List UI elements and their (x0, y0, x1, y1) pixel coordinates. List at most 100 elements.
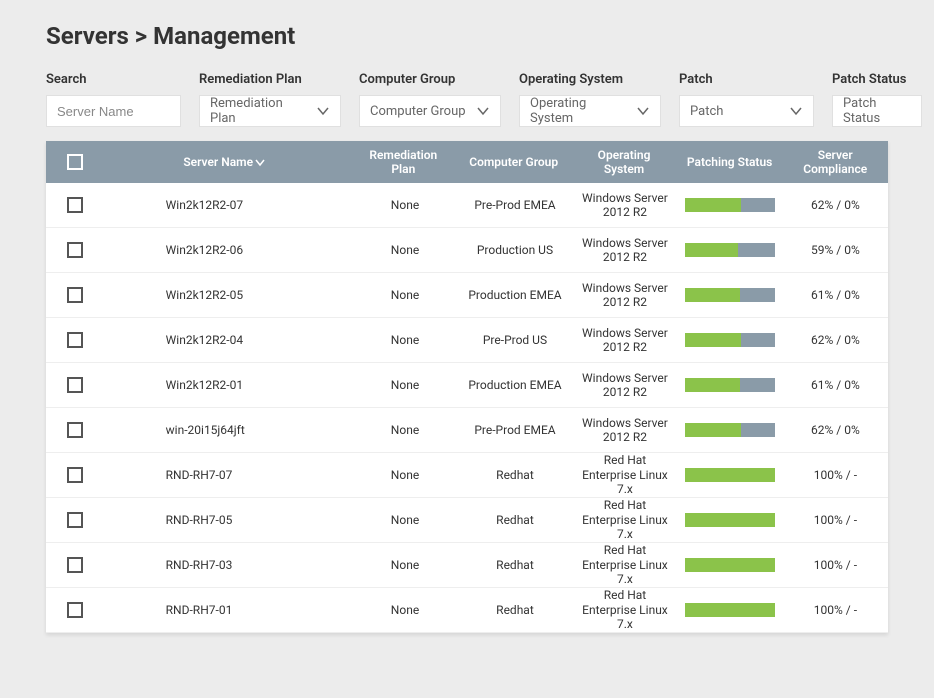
row-checkbox-cell (46, 238, 104, 262)
cell-group: Production EMEA (458, 374, 573, 396)
progress-fill (685, 333, 741, 347)
table-row[interactable]: Win2k12R2-06NoneProduction USWindows Ser… (46, 228, 888, 273)
group-select[interactable]: Computer Group (359, 95, 501, 127)
row-checkbox-cell (46, 193, 104, 217)
table-row[interactable]: Win2k12R2-05NoneProduction EMEAWindows S… (46, 273, 888, 318)
table-row[interactable]: Win2k12R2-01NoneProduction EMEAWindows S… (46, 363, 888, 408)
chevron-down-icon (789, 104, 803, 118)
cell-compliance: 100% / - (783, 509, 888, 531)
search-input[interactable] (57, 104, 170, 119)
cell-group: Redhat (458, 554, 573, 576)
cell-server-name: Win2k12R2-07 (104, 194, 353, 216)
header-remediation[interactable]: Remediation Plan (351, 144, 457, 181)
header-patch[interactable]: Patching Status (677, 151, 783, 173)
os-select[interactable]: Operating System (519, 95, 661, 127)
row-checkbox-cell (46, 553, 104, 577)
page-title: Servers > Management (46, 22, 888, 50)
cell-os: Red Hat Enterprise Linux 7.x (572, 539, 677, 590)
table-row[interactable]: RND-RH7-03NoneRedhatRed Hat Enterprise L… (46, 543, 888, 588)
filter-bar: Search Remediation Plan Remediation Plan… (46, 72, 888, 127)
table-row[interactable]: Win2k12R2-04NonePre-Prod USWindows Serve… (46, 318, 888, 363)
header-checkbox-cell (46, 150, 104, 174)
row-checkbox[interactable] (67, 197, 83, 213)
filter-patch: Patch Patch (679, 72, 814, 127)
table-row[interactable]: RND-RH7-07NoneRedhatRed Hat Enterprise L… (46, 453, 888, 498)
cell-patching (678, 239, 783, 261)
table-row[interactable]: Win2k12R2-07NonePre-Prod EMEAWindows Ser… (46, 183, 888, 228)
row-checkbox[interactable] (67, 557, 83, 573)
table-row[interactable]: RND-RH7-01NoneRedhatRed Hat Enterprise L… (46, 588, 888, 633)
header-os[interactable]: Operating System (571, 144, 677, 181)
row-checkbox-cell (46, 508, 104, 532)
progress-bar (685, 378, 775, 392)
os-select-value: Operating System (530, 96, 629, 126)
row-checkbox-cell (46, 463, 104, 487)
row-checkbox[interactable] (67, 602, 83, 618)
progress-fill (685, 378, 740, 392)
filter-status-label: Patch Status (832, 72, 922, 87)
cell-server-name: RND-RH7-03 (104, 554, 353, 576)
cell-server-name: RND-RH7-05 (104, 509, 353, 531)
header-compliance[interactable]: Server Compliance (782, 144, 888, 181)
row-checkbox[interactable] (67, 332, 83, 348)
cell-server-name: win-20i15j64jft (104, 419, 353, 441)
sort-down-icon (255, 157, 265, 167)
header-group[interactable]: Computer Group (456, 151, 571, 173)
status-select[interactable]: Patch Status (832, 95, 922, 127)
progress-bar (685, 243, 775, 257)
cell-compliance: 100% / - (783, 554, 888, 576)
cell-os: Red Hat Enterprise Linux 7.x (572, 449, 677, 500)
cell-compliance: 62% / 0% (783, 419, 888, 441)
cell-os: Windows Server 2012 R2 (572, 232, 677, 269)
cell-patching (678, 509, 783, 531)
filter-status: Patch Status Patch Status (832, 72, 922, 127)
header-server-name[interactable]: Server Name (104, 151, 351, 173)
cell-os: Windows Server 2012 R2 (572, 367, 677, 404)
filter-remediation: Remediation Plan Remediation Plan (199, 72, 341, 127)
cell-os: Windows Server 2012 R2 (572, 322, 677, 359)
group-select-value: Computer Group (370, 104, 466, 119)
cell-patching (678, 599, 783, 621)
cell-remediation: None (352, 554, 457, 576)
patch-select-value: Patch (690, 104, 723, 119)
row-checkbox-cell (46, 373, 104, 397)
row-checkbox[interactable] (67, 467, 83, 483)
cell-server-name: RND-RH7-01 (104, 599, 353, 621)
filter-group-label: Computer Group (359, 72, 501, 87)
cell-patching (678, 284, 783, 306)
progress-bar (685, 603, 775, 617)
cell-compliance: 100% / - (783, 464, 888, 486)
row-checkbox[interactable] (67, 242, 83, 258)
remediation-select-value: Remediation Plan (210, 96, 308, 126)
progress-fill (685, 198, 741, 212)
row-checkbox[interactable] (67, 287, 83, 303)
filter-remediation-label: Remediation Plan (199, 72, 341, 87)
cell-group: Redhat (458, 599, 573, 621)
table-row[interactable]: RND-RH7-05NoneRedhatRed Hat Enterprise L… (46, 498, 888, 543)
row-checkbox-cell (46, 283, 104, 307)
cell-os: Windows Server 2012 R2 (572, 412, 677, 449)
row-checkbox-cell (46, 328, 104, 352)
cell-patching (678, 194, 783, 216)
row-checkbox[interactable] (67, 512, 83, 528)
row-checkbox[interactable] (67, 422, 83, 438)
table-body: Win2k12R2-07NonePre-Prod EMEAWindows Ser… (46, 183, 888, 633)
patch-select[interactable]: Patch (679, 95, 814, 127)
select-all-checkbox[interactable] (67, 154, 83, 170)
cell-group: Redhat (458, 464, 573, 486)
progress-bar (685, 558, 775, 572)
search-input-wrap[interactable] (46, 95, 181, 127)
cell-remediation: None (352, 239, 457, 261)
cell-patching (678, 419, 783, 441)
cell-patching (678, 554, 783, 576)
progress-bar (685, 423, 775, 437)
chevron-down-icon (316, 104, 330, 118)
row-checkbox-cell (46, 418, 104, 442)
cell-compliance: 59% / 0% (783, 239, 888, 261)
table-row[interactable]: win-20i15j64jftNonePre-Prod EMEAWindows … (46, 408, 888, 453)
remediation-select[interactable]: Remediation Plan (199, 95, 341, 127)
progress-bar (685, 513, 775, 527)
row-checkbox[interactable] (67, 377, 83, 393)
cell-remediation: None (352, 599, 457, 621)
progress-bar (685, 198, 775, 212)
